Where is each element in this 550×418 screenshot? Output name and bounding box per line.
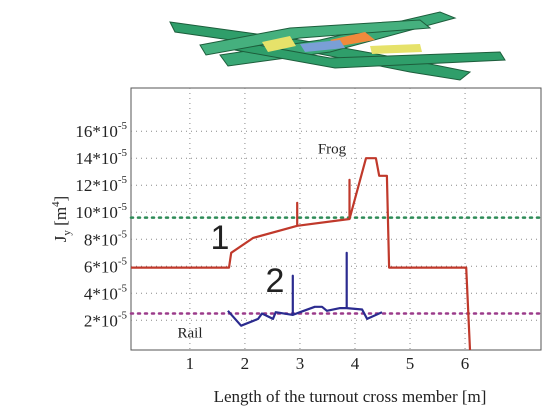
series-line (131, 157, 472, 351)
y-tick-label: 10*10-5 (75, 201, 127, 222)
y-tick-label: 6*10-5 (84, 255, 128, 276)
y-tick-label: 14*10-5 (75, 147, 127, 168)
x-tick-label: 3 (296, 354, 305, 373)
x-tick-label: 5 (406, 354, 415, 373)
x-tick-label: 1 (186, 354, 195, 373)
y-tick-label: 8*10-5 (84, 228, 128, 249)
y-tick-label: 12*10-5 (75, 174, 127, 195)
y-axis-label: Jy [m4] (50, 196, 73, 242)
annotation: Frog (318, 141, 347, 157)
plot-frame (130, 87, 542, 351)
annotation: 2 (266, 262, 285, 300)
series-line (227, 251, 383, 327)
turnout-illustration (169, 11, 506, 81)
x-tick-label: 4 (351, 354, 360, 373)
y-tick-label: 16*10-5 (75, 120, 127, 141)
annotation: 1 (211, 219, 230, 257)
annotation: Rail (178, 325, 203, 341)
x-axis-label: Length of the turnout cross member [m] (214, 387, 487, 406)
x-tick-label: 2 (241, 354, 250, 373)
x-tick-label: 6 (461, 354, 470, 373)
y-tick-label: 4*10-5 (84, 282, 128, 303)
y-tick-label: 2*10-5 (84, 309, 128, 330)
